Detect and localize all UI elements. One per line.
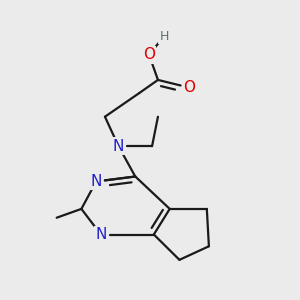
Text: H: H: [159, 30, 169, 43]
Text: O: O: [143, 47, 155, 62]
Text: N: N: [113, 139, 124, 154]
Text: N: N: [90, 174, 102, 189]
Text: N: N: [95, 227, 106, 242]
Text: O: O: [183, 80, 195, 95]
